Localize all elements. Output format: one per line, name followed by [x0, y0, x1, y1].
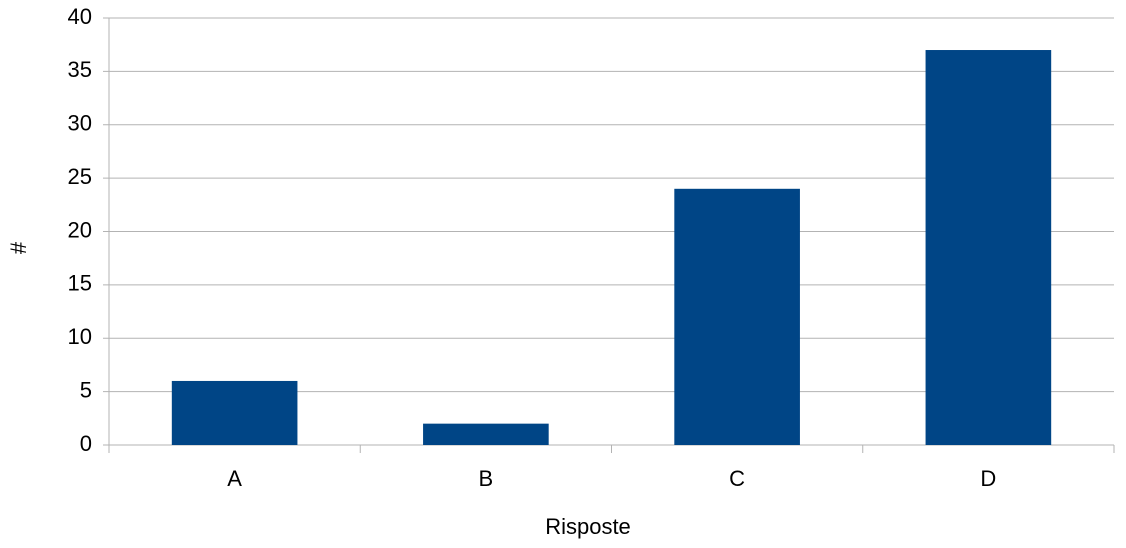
y-tick-label: 30 [68, 111, 92, 136]
bar [674, 188, 800, 446]
y-tick-label: 35 [68, 57, 92, 82]
x-tick-label: C [729, 466, 745, 491]
y-tick-label: 15 [68, 271, 92, 296]
x-tick-label: B [479, 466, 494, 491]
y-axis-label: # [6, 241, 31, 254]
bar [171, 380, 298, 445]
y-tick-label: 20 [68, 217, 92, 242]
x-axis-label: Risposte [545, 514, 631, 539]
y-tick-label: 10 [68, 324, 92, 349]
y-tick-label: 25 [68, 164, 92, 189]
y-tick-label: 40 [68, 4, 92, 29]
bar [925, 50, 1052, 446]
bar [423, 423, 549, 445]
y-tick-label: 0 [80, 431, 92, 456]
x-tick-label: D [980, 466, 996, 491]
x-tick-label: A [227, 466, 242, 491]
y-tick-label: 5 [80, 377, 92, 402]
